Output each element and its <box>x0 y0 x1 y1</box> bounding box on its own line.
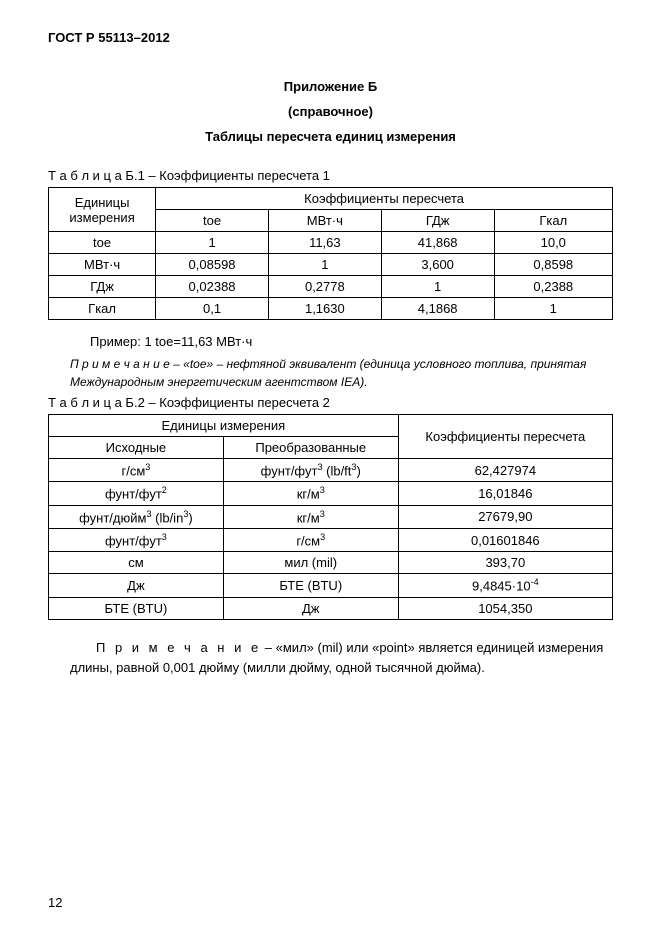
t2-r3-coef: 0,01601846 <box>398 528 612 551</box>
table1-caption-body: Б.1 – Коэффициенты пересчета 1 <box>122 168 330 183</box>
t1-r0-v1: 11,63 <box>268 232 381 254</box>
t2-r3-src: фунт/фут3 <box>49 528 224 551</box>
document-page: ГОСТ Р 55113–2012 Приложение Б (справочн… <box>0 0 661 936</box>
table1-col2: ГДж <box>381 210 494 232</box>
t1-r3-v1: 1,1630 <box>268 298 381 320</box>
t2-r1-conv: кг/м3 <box>223 482 398 505</box>
annex-title: Приложение Б <box>48 79 613 94</box>
standard-code: ГОСТ Р 55113–2012 <box>48 30 613 45</box>
table-row: МВт·ч 0,08598 1 3,600 0,8598 <box>49 254 613 276</box>
table-row: см мил (mil) 393,70 <box>49 552 613 574</box>
table2-caption: Т а б л и ц а Б.2 – Коэффициенты пересче… <box>48 395 613 410</box>
t2-r0-src: г/см3 <box>49 459 224 482</box>
table-row: Единицы измерения Коэффициенты пересчета <box>49 188 613 210</box>
t1-r1-v2: 3,600 <box>381 254 494 276</box>
t2-r5-src: Дж <box>49 574 224 597</box>
reference-title: (справочное) <box>48 104 613 119</box>
table2-caption-body: Б.2 – Коэффициенты пересчета 2 <box>122 395 330 410</box>
example-text: Пример: 1 toe=11,63 МВт·ч <box>90 334 613 349</box>
table-row: фунт/дюйм3 (lb/in3) кг/м3 27679,90 <box>49 505 613 528</box>
t1-r0-v0: 1 <box>156 232 269 254</box>
table1: Единицы измерения Коэффициенты пересчета… <box>48 187 613 320</box>
table-row: Единицы измерения Коэффициенты пересчета <box>49 415 613 437</box>
table1-caption: Т а б л и ц а Б.1 – Коэффициенты пересче… <box>48 168 613 183</box>
t1-r3-v3: 1 <box>494 298 612 320</box>
t1-r0-v3: 10,0 <box>494 232 612 254</box>
table2-caption-prefix: Т а б л и ц а <box>48 395 122 410</box>
t2-r1-src: фунт/фут2 <box>49 482 224 505</box>
t1-r2-unit: ГДж <box>49 276 156 298</box>
t1-r1-unit: МВт·ч <box>49 254 156 276</box>
table1-col0: toe <box>156 210 269 232</box>
t2-r5-coef: 9,4845·10-4 <box>398 574 612 597</box>
t2-r0-coef: 62,427974 <box>398 459 612 482</box>
t2-r4-src: см <box>49 552 224 574</box>
title-block: Приложение Б (справочное) Таблицы пересч… <box>48 79 613 144</box>
table1-head-units: Единицы измерения <box>49 188 156 232</box>
t1-r0-v2: 41,868 <box>381 232 494 254</box>
table2-head-src: Исходные <box>49 437 224 459</box>
note2-prefix: П р и м е ч а н и е <box>96 640 261 655</box>
t1-r0-unit: toe <box>49 232 156 254</box>
t2-r6-conv: Дж <box>223 597 398 619</box>
table2-head-coef: Коэффициенты пересчета <box>398 415 612 459</box>
table1-head-coef: Коэффициенты пересчета <box>156 188 613 210</box>
table-row: ГДж 0,02388 0,2778 1 0,2388 <box>49 276 613 298</box>
t2-r6-coef: 1054,350 <box>398 597 612 619</box>
t2-r4-coef: 393,70 <box>398 552 612 574</box>
t1-r2-v3: 0,2388 <box>494 276 612 298</box>
table1-col3: Гкал <box>494 210 612 232</box>
note1: П р и м е ч а н и е – «toe» – нефтяной э… <box>70 355 613 391</box>
note2: П р и м е ч а н и е – «мил» (mil) или «p… <box>70 638 613 680</box>
page-number: 12 <box>48 895 62 910</box>
note1-prefix: П р и м е ч а н и е <box>70 357 170 371</box>
t1-r3-unit: Гкал <box>49 298 156 320</box>
t2-r2-conv: кг/м3 <box>223 505 398 528</box>
t2-r0-conv: фунт/фут3 (lb/ft3) <box>223 459 398 482</box>
t1-r3-v0: 0,1 <box>156 298 269 320</box>
table-row: фунт/фут3 г/см3 0,01601846 <box>49 528 613 551</box>
table-row: БТЕ (BTU) Дж 1054,350 <box>49 597 613 619</box>
t1-r2-v0: 0,02388 <box>156 276 269 298</box>
table2-head-conv: Преобразованные <box>223 437 398 459</box>
t2-r2-src: фунт/дюйм3 (lb/in3) <box>49 505 224 528</box>
t2-r4-conv: мил (mil) <box>223 552 398 574</box>
table-row: Гкал 0,1 1,1630 4,1868 1 <box>49 298 613 320</box>
t1-r1-v0: 0,08598 <box>156 254 269 276</box>
main-title: Таблицы пересчета единиц измерения <box>48 129 613 144</box>
t2-r1-coef: 16,01846 <box>398 482 612 505</box>
t1-r2-v1: 0,2778 <box>268 276 381 298</box>
table2-head-units: Единицы измерения <box>49 415 399 437</box>
t2-r6-src: БТЕ (BTU) <box>49 597 224 619</box>
t1-r3-v2: 4,1868 <box>381 298 494 320</box>
table-row: фунт/фут2 кг/м3 16,01846 <box>49 482 613 505</box>
t1-r1-v1: 1 <box>268 254 381 276</box>
table1-caption-prefix: Т а б л и ц а <box>48 168 122 183</box>
t1-r2-v2: 1 <box>381 276 494 298</box>
table2: Единицы измерения Коэффициенты пересчета… <box>48 414 613 620</box>
t2-r2-coef: 27679,90 <box>398 505 612 528</box>
t2-r5-conv: БТЕ (BTU) <box>223 574 398 597</box>
table1-col1: МВт·ч <box>268 210 381 232</box>
table-row: toe 1 11,63 41,868 10,0 <box>49 232 613 254</box>
t2-r3-conv: г/см3 <box>223 528 398 551</box>
table-row: г/см3 фунт/фут3 (lb/ft3) 62,427974 <box>49 459 613 482</box>
t1-r1-v3: 0,8598 <box>494 254 612 276</box>
table-row: Дж БТЕ (BTU) 9,4845·10-4 <box>49 574 613 597</box>
